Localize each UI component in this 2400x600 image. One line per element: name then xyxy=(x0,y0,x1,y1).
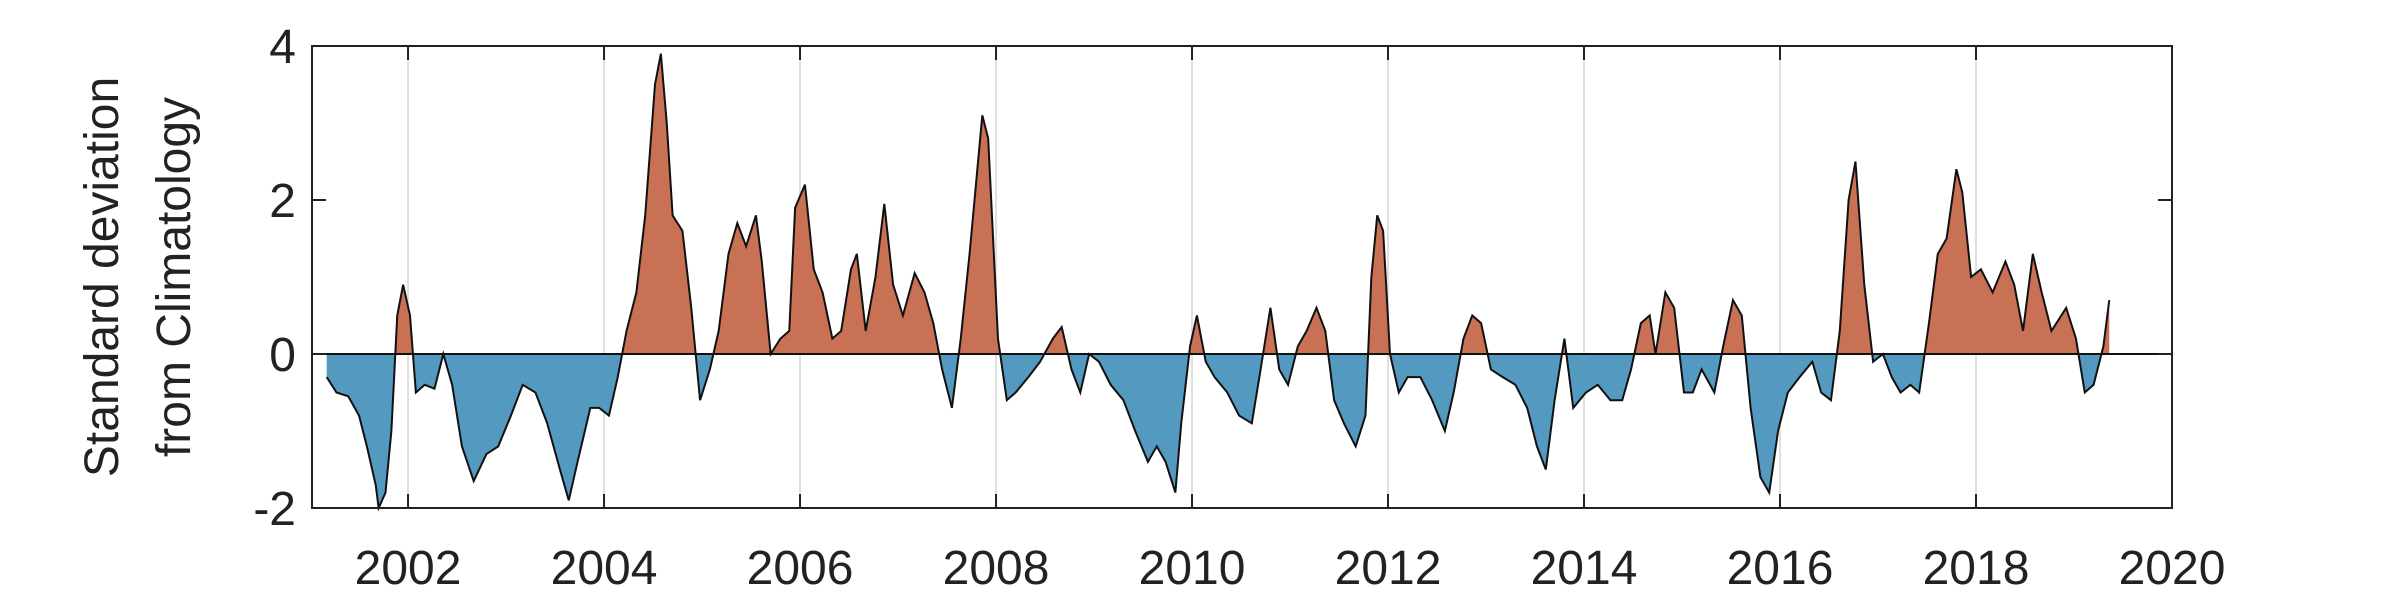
x-tick-label: 2006 xyxy=(747,542,854,595)
y-tick-label: -2 xyxy=(253,483,296,536)
positive-area xyxy=(326,53,2110,354)
x-tick-label: 2020 xyxy=(2119,542,2226,595)
y-tick-label: 0 xyxy=(269,329,296,382)
y-tick-label: 4 xyxy=(269,21,296,74)
x-tick-label: 2018 xyxy=(1923,542,2030,595)
x-tick-label: 2004 xyxy=(551,542,658,595)
x-tick-label: 2008 xyxy=(943,542,1050,595)
x-tick-label: 2010 xyxy=(1139,542,1246,595)
negative-area xyxy=(326,354,2110,508)
x-tick-label: 2014 xyxy=(1531,542,1638,595)
y-axis-label-line: from Climatology xyxy=(148,97,201,457)
anomaly-line xyxy=(325,53,2111,512)
x-tick-label: 2012 xyxy=(1335,542,1442,595)
plot-frame xyxy=(311,45,2173,509)
y-axis-label: Standard deviation from Climatology xyxy=(76,77,201,477)
y-axis-label-line: Standard deviation xyxy=(76,77,129,477)
y-tick-label: 2 xyxy=(269,175,296,228)
x-tick-label: 2016 xyxy=(1727,542,1834,595)
x-tick-label: 2002 xyxy=(355,542,462,595)
